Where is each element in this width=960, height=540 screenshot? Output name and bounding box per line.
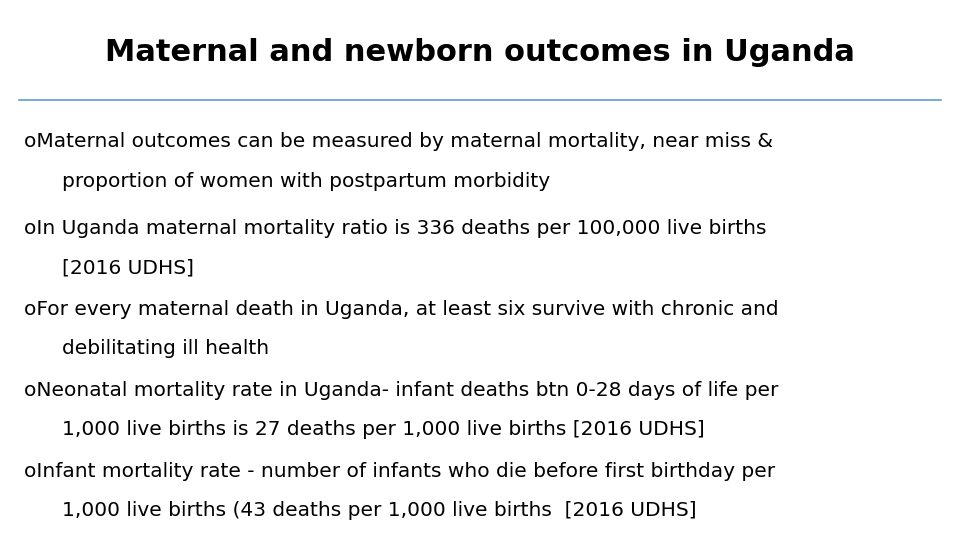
Text: 1,000 live births is 27 deaths per 1,000 live births [2016 UDHS]: 1,000 live births is 27 deaths per 1,000… [62, 420, 706, 439]
Text: debilitating ill health: debilitating ill health [62, 339, 270, 358]
Text: oMaternal outcomes can be measured by maternal mortality, near miss &: oMaternal outcomes can be measured by ma… [24, 132, 773, 151]
Text: 1,000 live births (43 deaths per 1,000 live births  [2016 UDHS]: 1,000 live births (43 deaths per 1,000 l… [62, 501, 697, 520]
Text: oNeonatal mortality rate in Uganda- infant deaths btn 0-28 days of life per: oNeonatal mortality rate in Uganda- infa… [24, 381, 779, 400]
Text: oInfant mortality rate - number of infants who die before first birthday per: oInfant mortality rate - number of infan… [24, 462, 775, 481]
Text: oFor every maternal death in Uganda, at least six survive with chronic and: oFor every maternal death in Uganda, at … [24, 300, 779, 319]
Text: oIn Uganda maternal mortality ratio is 336 deaths per 100,000 live births: oIn Uganda maternal mortality ratio is 3… [24, 219, 766, 238]
Text: Maternal and newborn outcomes in Uganda: Maternal and newborn outcomes in Uganda [105, 38, 855, 67]
Text: [2016 UDHS]: [2016 UDHS] [62, 258, 194, 277]
Text: proportion of women with postpartum morbidity: proportion of women with postpartum morb… [62, 172, 550, 191]
